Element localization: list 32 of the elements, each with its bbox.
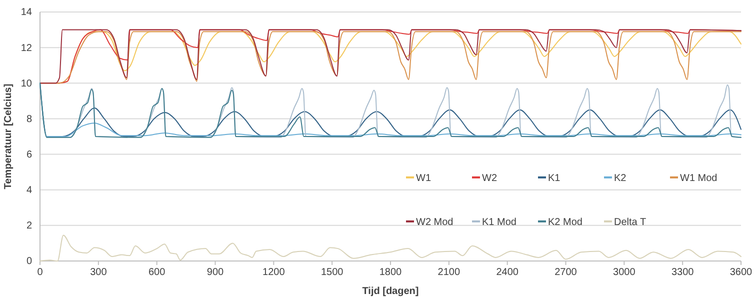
- y-tick-label: 12: [20, 42, 32, 54]
- x-tick-label: 600: [148, 267, 166, 278]
- x-tick-label: 3300: [671, 267, 694, 278]
- y-tick-label: 14: [20, 7, 32, 18]
- y-tick-label: 8: [26, 114, 32, 125]
- legend-label: K2 Mod: [548, 216, 582, 228]
- y-tick-label: 10: [20, 78, 32, 90]
- x-tick-label: 1500: [320, 267, 344, 278]
- legend-label: K2: [614, 172, 627, 184]
- x-tick-label: 3600: [730, 267, 753, 278]
- x-tick-label: 300: [90, 267, 108, 278]
- x-tick-label: 1200: [262, 267, 286, 278]
- x-axis-title: Tijd [dagen]: [362, 286, 419, 297]
- y-axis-title: Temperatuur [Celcius]: [3, 84, 14, 190]
- y-tick-label: 6: [26, 149, 32, 160]
- y-tick-label: 0: [26, 256, 32, 268]
- y-tick-label: 2: [26, 220, 32, 232]
- x-tick-label: 0: [37, 267, 44, 278]
- legend-label: W2: [482, 172, 498, 184]
- y-tick-label: 4: [26, 185, 32, 196]
- legend-label: K1: [548, 172, 561, 184]
- legend-label: Delta T: [614, 216, 646, 228]
- x-tick-label: 1800: [379, 267, 402, 278]
- legend-label: W1 Mod: [680, 172, 718, 184]
- x-tick-label: 900: [206, 267, 224, 278]
- x-tick-label: 2100: [438, 267, 460, 278]
- x-tick-label: 2400: [496, 267, 519, 278]
- legend-label: W1: [416, 172, 432, 184]
- legend-label: K1 Mod: [482, 216, 516, 228]
- x-tick-label: 3000: [613, 267, 636, 278]
- legend-label: W2 Mod: [416, 216, 454, 228]
- x-tick-label: 2700: [554, 267, 578, 278]
